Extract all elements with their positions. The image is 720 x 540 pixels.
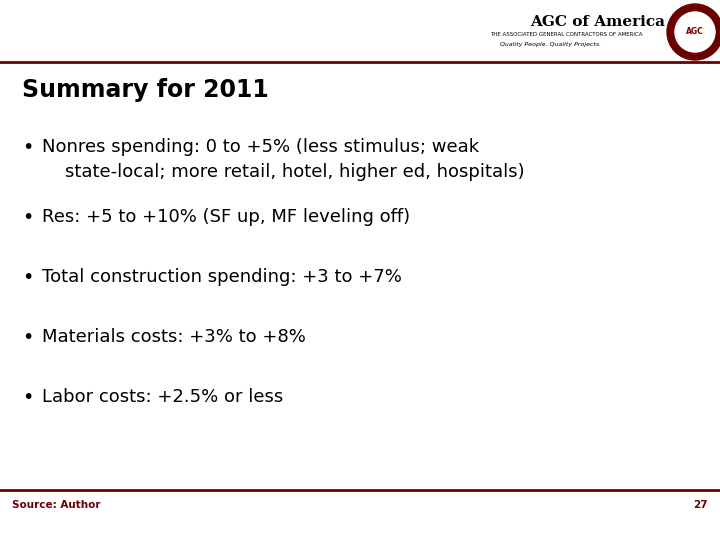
Circle shape — [667, 4, 720, 60]
Text: Summary for 2011: Summary for 2011 — [22, 78, 269, 102]
Text: •: • — [22, 138, 33, 157]
Text: Source: Author: Source: Author — [12, 500, 101, 510]
Text: THE ASSOCIATED GENERAL CONTRACTORS OF AMERICA: THE ASSOCIATED GENERAL CONTRACTORS OF AM… — [490, 32, 642, 37]
Text: AGC: AGC — [686, 28, 704, 37]
Text: •: • — [22, 208, 33, 227]
Circle shape — [675, 12, 715, 52]
Text: Quality People. Quality Projects.: Quality People. Quality Projects. — [500, 42, 601, 47]
Text: Nonres spending: 0 to +5% (less stimulus; weak: Nonres spending: 0 to +5% (less stimulus… — [42, 138, 479, 156]
Text: state-local; more retail, hotel, higher ed, hospitals): state-local; more retail, hotel, higher … — [42, 163, 525, 181]
Text: •: • — [22, 388, 33, 407]
Text: Res: +5 to +10% (SF up, MF leveling off): Res: +5 to +10% (SF up, MF leveling off) — [42, 208, 410, 226]
Text: Labor costs: +2.5% or less: Labor costs: +2.5% or less — [42, 388, 283, 406]
Text: •: • — [22, 328, 33, 347]
Text: AGC of America: AGC of America — [530, 15, 665, 29]
Text: •: • — [22, 268, 33, 287]
Text: Materials costs: +3% to +8%: Materials costs: +3% to +8% — [42, 328, 306, 346]
Text: 27: 27 — [693, 500, 708, 510]
Text: Total construction spending: +3 to +7%: Total construction spending: +3 to +7% — [42, 268, 402, 286]
